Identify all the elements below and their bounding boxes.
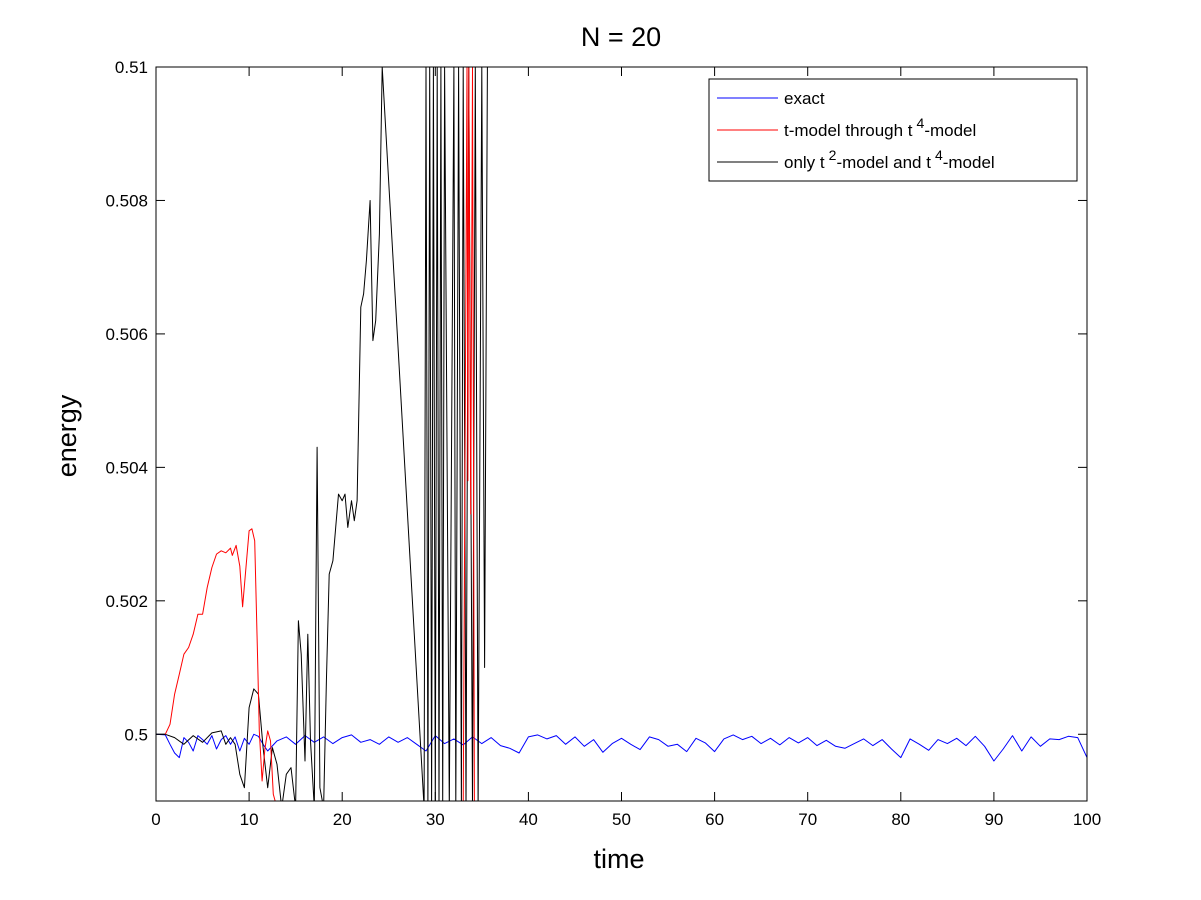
y-tick-label: 0.504 [105,458,148,477]
x-axis-title: time [593,844,644,874]
legend-label-part: t-model through t [784,121,913,140]
series-line-2 [156,67,488,801]
legend-label-2: only t 2-model and t 4-model [784,147,995,172]
legend-label-1: t-model through t 4-model [784,115,976,140]
x-tick-label: 80 [891,810,910,829]
y-tick-label: 0.506 [105,325,148,344]
tick-layer: 0 10 20 30 40 50 60 70 80 90 100 0.5 0.502 0.504 0.506… [105,58,1101,829]
series-line-1 [164,67,475,801]
legend-label-part: exact [784,89,825,108]
y-tick-label: 0.508 [105,191,148,210]
x-tick-label: 50 [612,810,631,829]
legend-label-part: 2 [829,147,837,163]
x-tick-label: 30 [426,810,445,829]
legend-label-part: -model [943,153,995,172]
legend-label-part: only t [784,153,825,172]
legend-label-part: -model [924,121,976,140]
x-tick-label: 100 [1073,810,1101,829]
legend-label-part: 4 [917,115,925,131]
y-tick-label: 0.5 [124,725,148,744]
plot-area [156,67,1087,801]
x-tick-label: 10 [240,810,259,829]
x-tick-label: 0 [151,810,160,829]
legend-label-0: exact [784,89,825,108]
x-tick-label: 20 [333,810,352,829]
legend-label-part: 4 [935,147,943,163]
x-tick-label: 60 [705,810,724,829]
series-layer [156,67,1087,801]
y-tick-label: 0.502 [105,592,148,611]
x-tick-label: 90 [984,810,1003,829]
legend-label-part: -model and t [836,153,931,172]
x-tick-label: 70 [798,810,817,829]
y-tick-label: 0.51 [115,58,148,77]
x-tick-label: 40 [519,810,538,829]
y-axis-title: energy [52,394,82,477]
chart-title: N = 20 [581,22,661,52]
